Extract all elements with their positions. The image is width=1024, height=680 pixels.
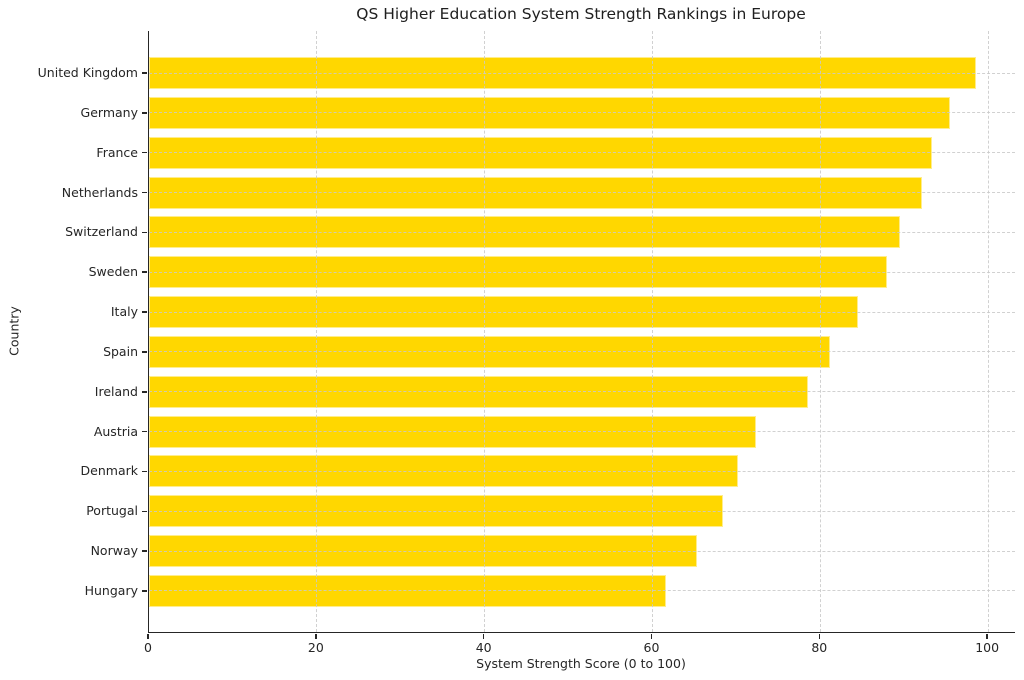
ytick-mark-austria xyxy=(142,430,147,433)
bar-norway xyxy=(149,535,697,568)
ytick-mark-france xyxy=(142,151,147,154)
xtick-mark-100 xyxy=(986,633,988,639)
xtick-label-40: 40 xyxy=(475,640,492,655)
xtick-mark-60 xyxy=(650,633,653,639)
bar-germany xyxy=(149,96,950,129)
bar-united-kingdom xyxy=(149,57,976,89)
ytick-mark-norway xyxy=(142,550,147,552)
bar-hungary xyxy=(149,574,666,607)
xtick-mark-40 xyxy=(482,633,485,639)
bar-austria xyxy=(149,415,756,448)
ytick-label-ireland: Ireland xyxy=(94,383,138,399)
ytick-mark-sweden xyxy=(142,271,147,274)
bar-spain xyxy=(149,335,831,368)
ytick-label-sweden: Sweden xyxy=(88,264,138,280)
xtick-label-100: 100 xyxy=(975,640,1000,655)
bar-portugal xyxy=(149,495,723,528)
plot-area xyxy=(148,31,1015,633)
ytick-mark-hungary xyxy=(142,590,147,592)
bar-sweden xyxy=(149,256,888,289)
ytick-mark-netherlands xyxy=(142,191,147,194)
xtick-label-60: 60 xyxy=(643,640,660,655)
xtick-label-20: 20 xyxy=(307,640,324,655)
bar-switzerland xyxy=(149,216,901,249)
ytick-mark-switzerland xyxy=(142,231,147,234)
bar-italy xyxy=(149,296,859,329)
ytick-label-france: France xyxy=(96,144,138,160)
ytick-mark-germany xyxy=(142,112,147,114)
xtick-label-80: 80 xyxy=(811,640,828,655)
x-axis-label: System Strength Score (0 to 100) xyxy=(476,656,686,671)
ytick-label-hungary: Hungary xyxy=(84,582,138,598)
ytick-label-germany: Germany xyxy=(80,104,138,120)
ytick-label-norway: Norway xyxy=(90,543,138,559)
bar-france xyxy=(149,136,932,169)
xtick-label-0: 0 xyxy=(144,640,152,655)
ytick-label-switzerland: Switzerland xyxy=(65,224,138,240)
ytick-label-denmark: Denmark xyxy=(80,463,138,479)
ytick-mark-italy xyxy=(142,311,147,313)
xtick-mark-0 xyxy=(147,633,149,639)
ytick-label-italy: Italy xyxy=(110,304,138,320)
ytick-label-united-kingdom: United Kingdom xyxy=(37,65,138,80)
bar-denmark xyxy=(149,455,739,488)
ytick-mark-ireland xyxy=(142,390,147,393)
bar-netherlands xyxy=(149,176,922,209)
ytick-label-spain: Spain xyxy=(103,343,138,359)
ytick-label-austria: Austria xyxy=(93,423,138,439)
xtick-mark-80 xyxy=(818,633,821,639)
xtick-mark-20 xyxy=(315,633,317,639)
ytick-mark-spain xyxy=(142,351,147,353)
bar-ireland xyxy=(149,375,808,408)
ytick-mark-denmark xyxy=(142,470,147,473)
ytick-mark-portugal xyxy=(142,510,147,513)
gridline-x-100 xyxy=(987,31,989,632)
ytick-mark-united-kingdom xyxy=(142,72,147,74)
ytick-label-netherlands: Netherlands xyxy=(61,184,138,200)
chart-title: QS Higher Education System Strength Rank… xyxy=(356,5,806,23)
ytick-label-portugal: Portugal xyxy=(86,503,138,519)
